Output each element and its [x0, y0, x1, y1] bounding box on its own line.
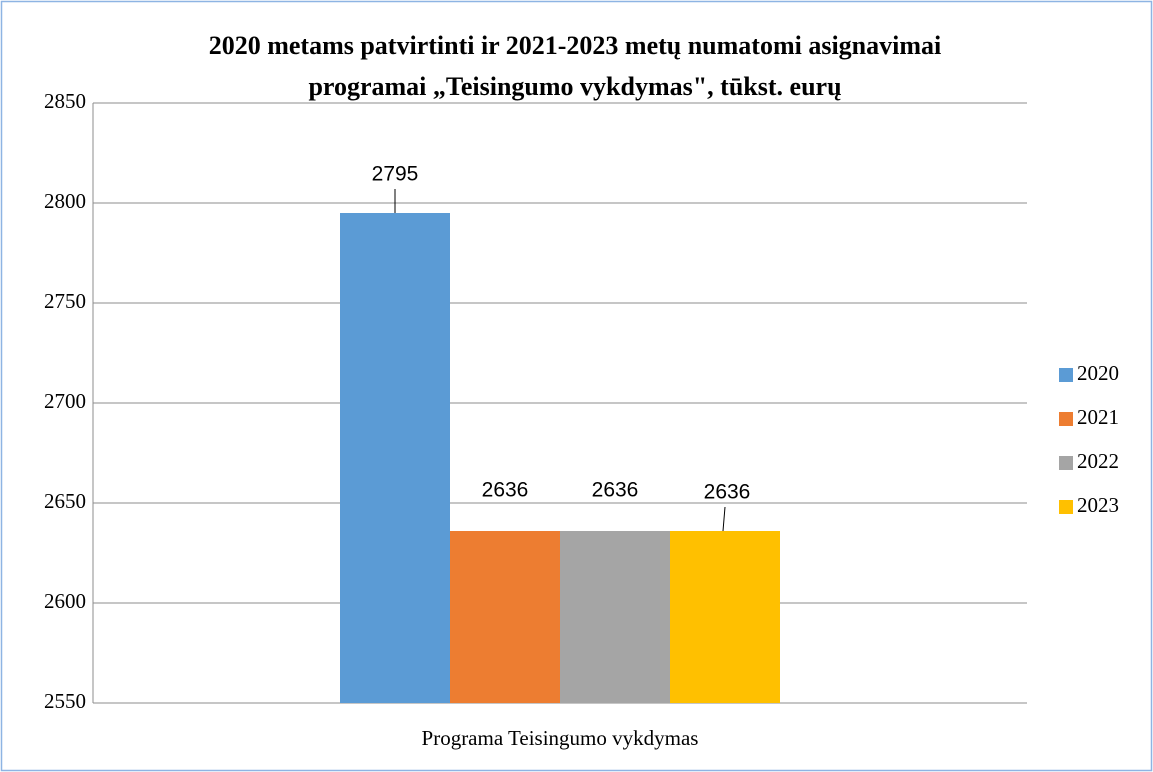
chart-title: 2020 metams patvirtinti ir 2021-2023 met… [209, 31, 942, 60]
bar [340, 213, 450, 703]
legend-swatch [1059, 456, 1073, 470]
data-label: 2636 [704, 481, 751, 504]
legend-label: 2022 [1077, 449, 1119, 473]
bar [560, 531, 670, 703]
legend-label: 2023 [1077, 493, 1119, 517]
legend-label: 2020 [1077, 361, 1119, 385]
data-label: 2795 [372, 163, 419, 186]
y-tick-label: 2800 [44, 189, 86, 213]
legend-swatch [1059, 368, 1073, 382]
y-tick-label: 2550 [44, 689, 86, 713]
x-tick-label: Programa Teisingumo vykdymas [422, 726, 699, 750]
data-label: 2636 [592, 479, 639, 502]
leader-line [722, 506, 726, 532]
y-tick-label: 2650 [44, 489, 86, 513]
bar [670, 531, 780, 703]
y-tick-label: 2750 [44, 289, 86, 313]
y-tick-label: 2600 [44, 589, 86, 613]
data-label: 2636 [482, 479, 529, 502]
chart-title: programai „Teisingumo vykdymas", tūkst. … [308, 72, 841, 101]
legend-swatch [1059, 412, 1073, 426]
bar [450, 531, 560, 703]
y-tick-label: 2850 [44, 89, 86, 113]
legend-swatch [1059, 500, 1073, 514]
y-tick-label: 2700 [44, 389, 86, 413]
legend-label: 2021 [1077, 405, 1119, 429]
